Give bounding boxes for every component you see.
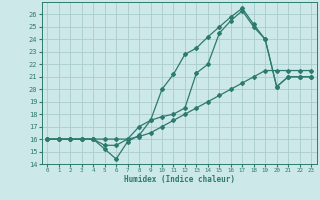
X-axis label: Humidex (Indice chaleur): Humidex (Indice chaleur) bbox=[124, 175, 235, 184]
